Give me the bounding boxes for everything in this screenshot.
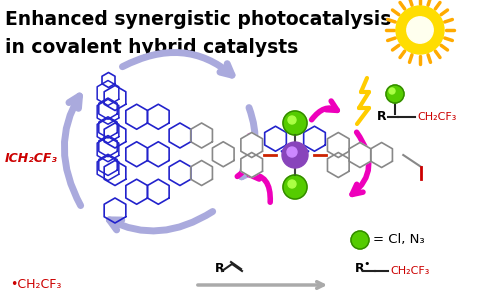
Text: ICH₂CF₃: ICH₂CF₃ — [5, 151, 58, 165]
Polygon shape — [99, 117, 117, 138]
Polygon shape — [102, 72, 115, 87]
Circle shape — [283, 111, 307, 135]
Polygon shape — [148, 142, 169, 167]
Polygon shape — [169, 123, 191, 148]
Circle shape — [288, 180, 296, 188]
Polygon shape — [97, 156, 119, 181]
Text: •CH₂CF₃: •CH₂CF₃ — [10, 278, 62, 292]
Polygon shape — [104, 123, 126, 148]
Polygon shape — [304, 126, 326, 151]
Text: CH₂CF₃: CH₂CF₃ — [390, 266, 430, 276]
Polygon shape — [97, 118, 119, 143]
Circle shape — [351, 231, 369, 249]
Polygon shape — [191, 123, 212, 148]
Polygon shape — [148, 179, 169, 204]
Circle shape — [386, 85, 404, 103]
Polygon shape — [97, 137, 119, 162]
Text: R: R — [355, 262, 364, 274]
Text: R: R — [377, 111, 387, 123]
Polygon shape — [126, 142, 148, 167]
Polygon shape — [169, 161, 191, 185]
Polygon shape — [349, 142, 371, 168]
Circle shape — [407, 17, 433, 43]
Polygon shape — [328, 153, 349, 177]
Circle shape — [288, 116, 296, 124]
Polygon shape — [97, 80, 119, 106]
Polygon shape — [191, 161, 212, 185]
Polygon shape — [241, 153, 262, 177]
Polygon shape — [104, 161, 126, 185]
Circle shape — [389, 88, 395, 94]
Polygon shape — [99, 135, 117, 157]
Polygon shape — [371, 142, 392, 168]
Circle shape — [282, 142, 308, 168]
Polygon shape — [241, 133, 262, 157]
Polygon shape — [328, 133, 349, 157]
Text: •: • — [363, 259, 370, 269]
Polygon shape — [99, 154, 117, 176]
Text: Enhanced synergistic photocatalysis: Enhanced synergistic photocatalysis — [5, 10, 392, 29]
Text: CH₂CF₃: CH₂CF₃ — [417, 112, 457, 122]
Circle shape — [396, 6, 444, 54]
Text: R: R — [215, 262, 224, 274]
Polygon shape — [212, 142, 234, 167]
Text: = Cl, N₃: = Cl, N₃ — [373, 234, 424, 247]
Polygon shape — [104, 198, 126, 223]
Polygon shape — [148, 104, 169, 129]
Text: in covalent hybrid catalysts: in covalent hybrid catalysts — [5, 38, 298, 57]
Polygon shape — [104, 86, 126, 111]
Polygon shape — [264, 126, 286, 151]
Polygon shape — [97, 99, 119, 124]
Polygon shape — [126, 104, 148, 129]
Polygon shape — [126, 179, 148, 204]
Polygon shape — [99, 98, 117, 119]
Circle shape — [283, 175, 307, 199]
Circle shape — [287, 147, 297, 157]
